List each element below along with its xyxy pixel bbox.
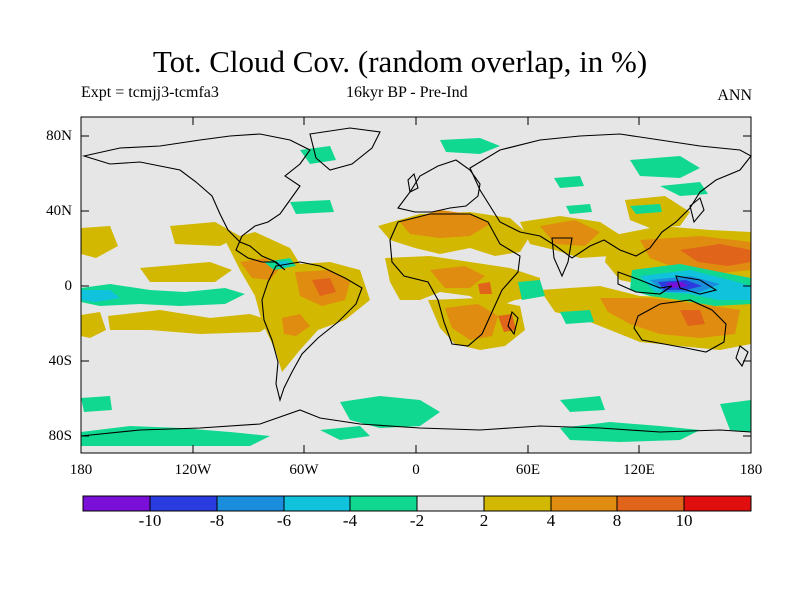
- anomaly-region: [554, 176, 584, 188]
- anomaly-region: [498, 314, 516, 332]
- colorbar-label: 2: [479, 511, 489, 530]
- lon-label-60e: 60E: [515, 462, 541, 478]
- lon-label-0: 0: [412, 462, 420, 478]
- anomaly-region: [81, 312, 106, 338]
- coastline: [261, 261, 363, 402]
- experiment-label: Expt = tcmjj3-tcmfa3: [81, 84, 219, 101]
- lon-label-180w: 180: [69, 462, 93, 478]
- anomaly-region: [81, 396, 112, 412]
- anomaly-region: [680, 244, 751, 266]
- coastline: [80, 409, 752, 437]
- lat-label-80s: 80S: [48, 428, 72, 444]
- anomaly-region: [630, 156, 700, 178]
- lat-label-0: 0: [64, 278, 73, 294]
- anomaly-region: [81, 226, 118, 258]
- colorbar-label: -8: [209, 511, 225, 530]
- colorbar-box-1: [83, 496, 150, 511]
- coastline: [407, 172, 419, 193]
- anomaly-region: [478, 282, 492, 294]
- colorbar-label: -6: [276, 511, 292, 530]
- anomaly-region: [290, 200, 334, 214]
- lat-label-40n: 40N: [46, 203, 72, 219]
- coastline: [633, 299, 727, 353]
- coastlines: [80, 127, 752, 437]
- colorbar-label: 4: [546, 511, 556, 530]
- coastline: [81, 133, 311, 271]
- anomaly-region: [440, 138, 500, 154]
- colorbar-box-7: [484, 496, 551, 511]
- colorbar-label: 10: [675, 511, 693, 530]
- anomaly-region: [630, 204, 662, 214]
- lon-label-180e: 180: [739, 462, 763, 478]
- axis-ticks: [81, 117, 751, 453]
- anomaly-region: [81, 290, 120, 302]
- anomaly-region: [720, 400, 751, 432]
- colorbar: [82, 495, 752, 512]
- coastline: [617, 271, 673, 295]
- lat-label-80n: 80N: [46, 128, 72, 144]
- anomaly-region: [560, 310, 594, 324]
- anomaly-region: [680, 310, 705, 326]
- coastline: [689, 197, 705, 224]
- lat-label-40s: 40S: [48, 353, 72, 369]
- anomaly-region: [81, 284, 245, 306]
- anomaly-region: [340, 396, 440, 428]
- coastline: [675, 275, 718, 295]
- season-label: ANN: [717, 87, 752, 104]
- anomaly-region: [170, 222, 240, 246]
- anomaly-region: [560, 422, 700, 442]
- coastline: [309, 127, 381, 171]
- anomaly-fields: [81, 138, 751, 446]
- anomaly-region: [320, 426, 370, 440]
- colorbar-box-3: [217, 496, 284, 511]
- coastline: [397, 159, 481, 213]
- coastline: [507, 310, 519, 336]
- anomaly-region: [140, 262, 232, 282]
- map-title: Tot. Cloud Cov. (random overlap, in %): [152, 44, 648, 79]
- colorbar-label: -10: [138, 511, 162, 530]
- anomaly-region: [566, 204, 592, 214]
- colorbar-label: -2: [409, 511, 425, 530]
- lon-label-120w: 120W: [174, 462, 212, 478]
- anomaly-region: [400, 210, 490, 238]
- period-label: 16kyr BP - Pre-Ind: [346, 84, 468, 101]
- coastline: [389, 213, 521, 347]
- colorbar-box-2: [150, 496, 217, 511]
- anomaly-region: [430, 266, 485, 288]
- anomaly-region: [282, 314, 310, 336]
- coastline: [469, 133, 752, 259]
- colorbar-label: -4: [342, 511, 358, 530]
- lon-label-120e: 120E: [623, 462, 655, 478]
- anomaly-region: [445, 304, 498, 340]
- colorbar-box-10: [684, 496, 751, 511]
- anomaly-region: [660, 182, 708, 196]
- lon-label-60w: 60W: [289, 462, 319, 478]
- colorbar-label: 8: [612, 511, 622, 530]
- anomaly-region: [600, 298, 740, 338]
- colorbar-box-5: [350, 496, 417, 511]
- anomaly-region: [108, 310, 275, 334]
- colorbar-box-6: [417, 496, 484, 511]
- colorbar-box-4: [284, 496, 350, 511]
- coastline: [551, 237, 573, 278]
- coastline: [735, 345, 749, 368]
- colorbar-box-8: [551, 496, 617, 511]
- anomaly-region: [312, 278, 336, 296]
- anomaly-region: [518, 280, 545, 300]
- anomaly-region: [560, 396, 605, 412]
- colorbar-box-9: [617, 496, 684, 511]
- anomaly-region: [540, 220, 600, 246]
